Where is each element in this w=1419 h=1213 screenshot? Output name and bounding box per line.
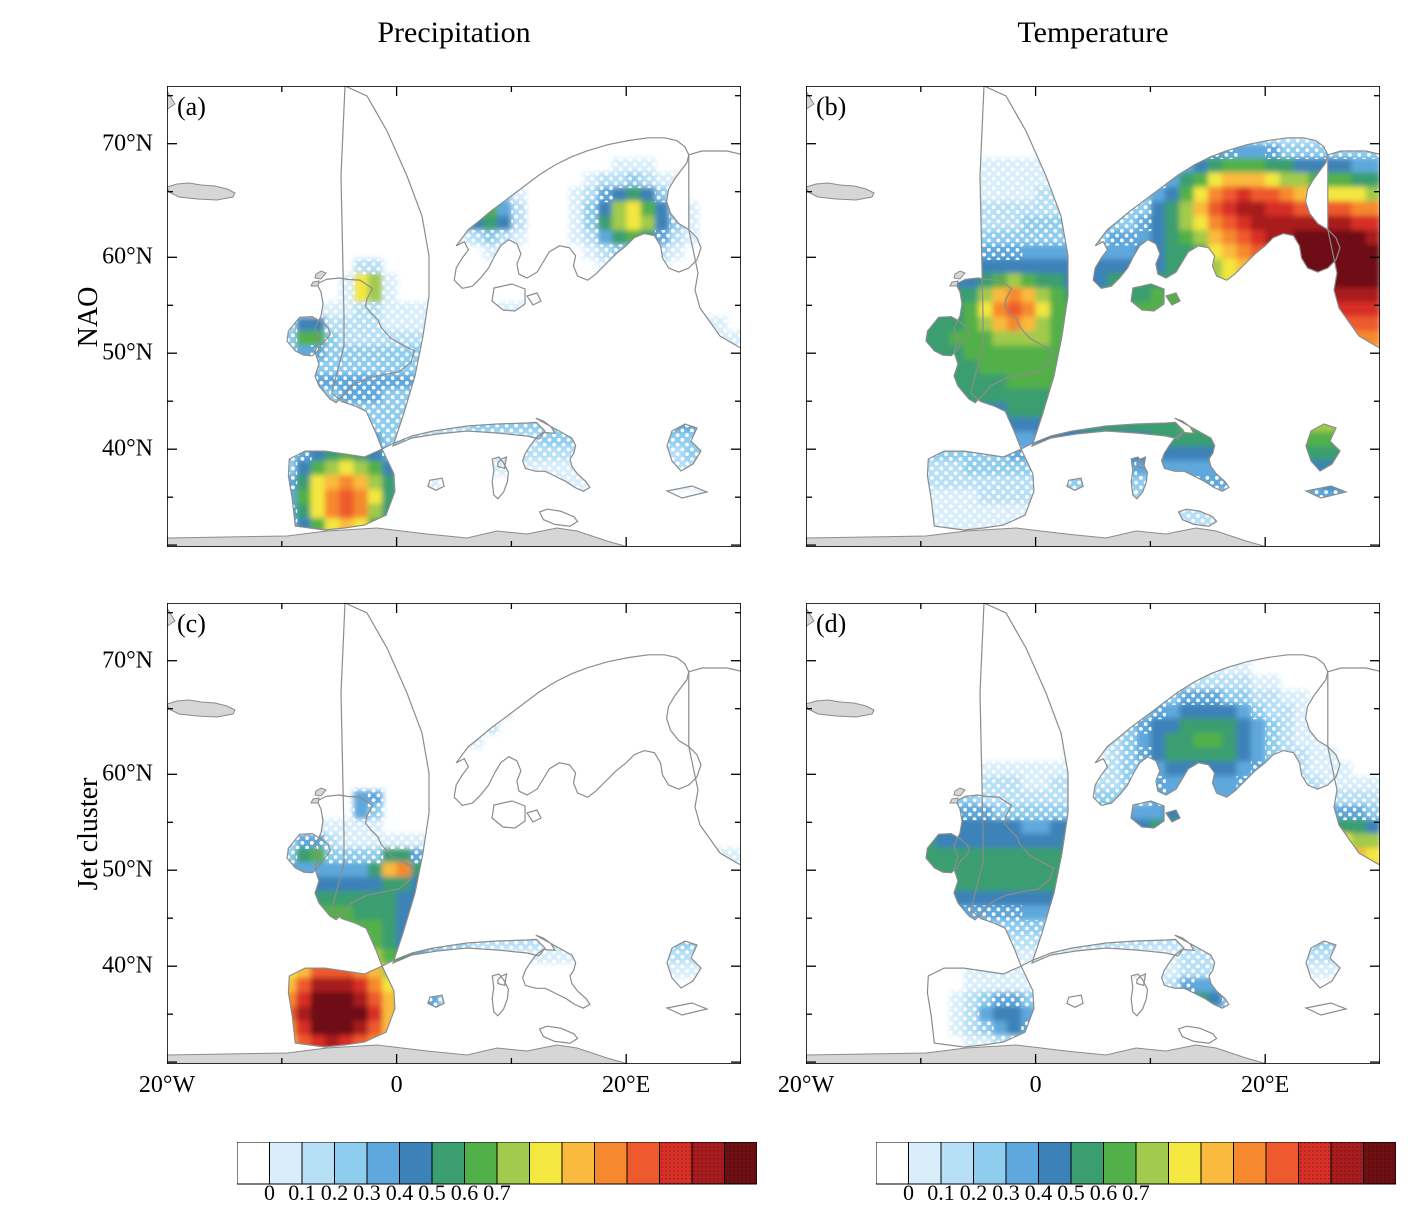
svg-text:0.2: 0.2 — [960, 1180, 988, 1202]
svg-text:0: 0 — [264, 1180, 275, 1202]
svg-text:0.7: 0.7 — [483, 1180, 511, 1202]
svg-text:0.7: 0.7 — [1122, 1180, 1150, 1202]
svg-text:0.2: 0.2 — [321, 1180, 349, 1202]
svg-text:0.6: 0.6 — [451, 1180, 479, 1202]
svg-text:0.1: 0.1 — [927, 1180, 955, 1202]
svg-text:0.4: 0.4 — [386, 1180, 414, 1202]
svg-text:0: 0 — [903, 1180, 914, 1202]
svg-text:0.5: 0.5 — [1057, 1180, 1085, 1202]
svg-text:0.5: 0.5 — [418, 1180, 446, 1202]
svg-text:0.4: 0.4 — [1025, 1180, 1053, 1202]
svg-text:0.1: 0.1 — [288, 1180, 316, 1202]
svg-text:0.3: 0.3 — [992, 1180, 1020, 1202]
svg-text:0.6: 0.6 — [1090, 1180, 1118, 1202]
svg-text:0.3: 0.3 — [353, 1180, 381, 1202]
